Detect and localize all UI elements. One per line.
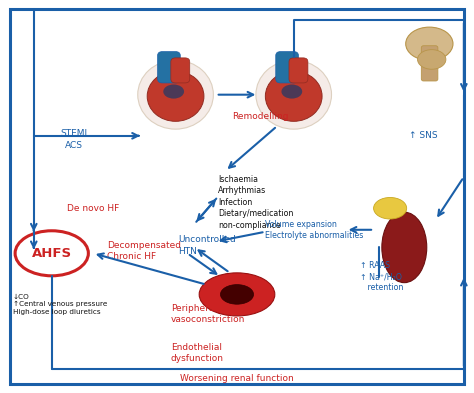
FancyBboxPatch shape [157,51,180,83]
Ellipse shape [256,60,331,129]
Ellipse shape [220,285,254,304]
Ellipse shape [199,273,275,316]
FancyBboxPatch shape [421,46,438,81]
Text: Remodelling: Remodelling [232,112,289,121]
Ellipse shape [282,84,302,99]
FancyBboxPatch shape [289,58,308,83]
Text: Volume expansion
Electrolyte abnormalities: Volume expansion Electrolyte abnormaliti… [265,220,364,240]
FancyBboxPatch shape [171,58,190,83]
Text: Decompensated
Chronic HF: Decompensated Chronic HF [107,241,181,261]
Text: Worsening renal function: Worsening renal function [180,374,294,383]
FancyBboxPatch shape [276,51,299,83]
Text: Uncontrolled
HTN: Uncontrolled HTN [178,235,236,255]
Ellipse shape [15,231,88,276]
Ellipse shape [147,71,204,121]
Text: STEMI
ACS: STEMI ACS [60,129,88,150]
Ellipse shape [374,197,407,219]
Ellipse shape [382,212,427,283]
Ellipse shape [265,71,322,121]
Ellipse shape [163,84,184,99]
Text: Ischaemia
Arrhythmias
Infection
Dietary/medication
non-compliance: Ischaemia Arrhythmias Infection Dietary/… [218,175,293,230]
Text: ↑ SNS: ↑ SNS [410,131,438,140]
Text: Endothelial
dysfunction: Endothelial dysfunction [171,343,224,363]
Text: De novo HF: De novo HF [67,204,119,213]
Text: ↑ RAAS
↑ Na⁺/H₂O
   retention: ↑ RAAS ↑ Na⁺/H₂O retention [360,261,403,292]
Ellipse shape [138,60,213,129]
Text: AHFS: AHFS [32,247,72,260]
Ellipse shape [406,27,453,61]
Ellipse shape [418,50,446,69]
Text: Peripheral
vasoconstriction: Peripheral vasoconstriction [171,304,245,324]
Text: ↓CO
↑Central venous pressure
High-dose loop diuretics: ↓CO ↑Central venous pressure High-dose l… [12,294,107,315]
